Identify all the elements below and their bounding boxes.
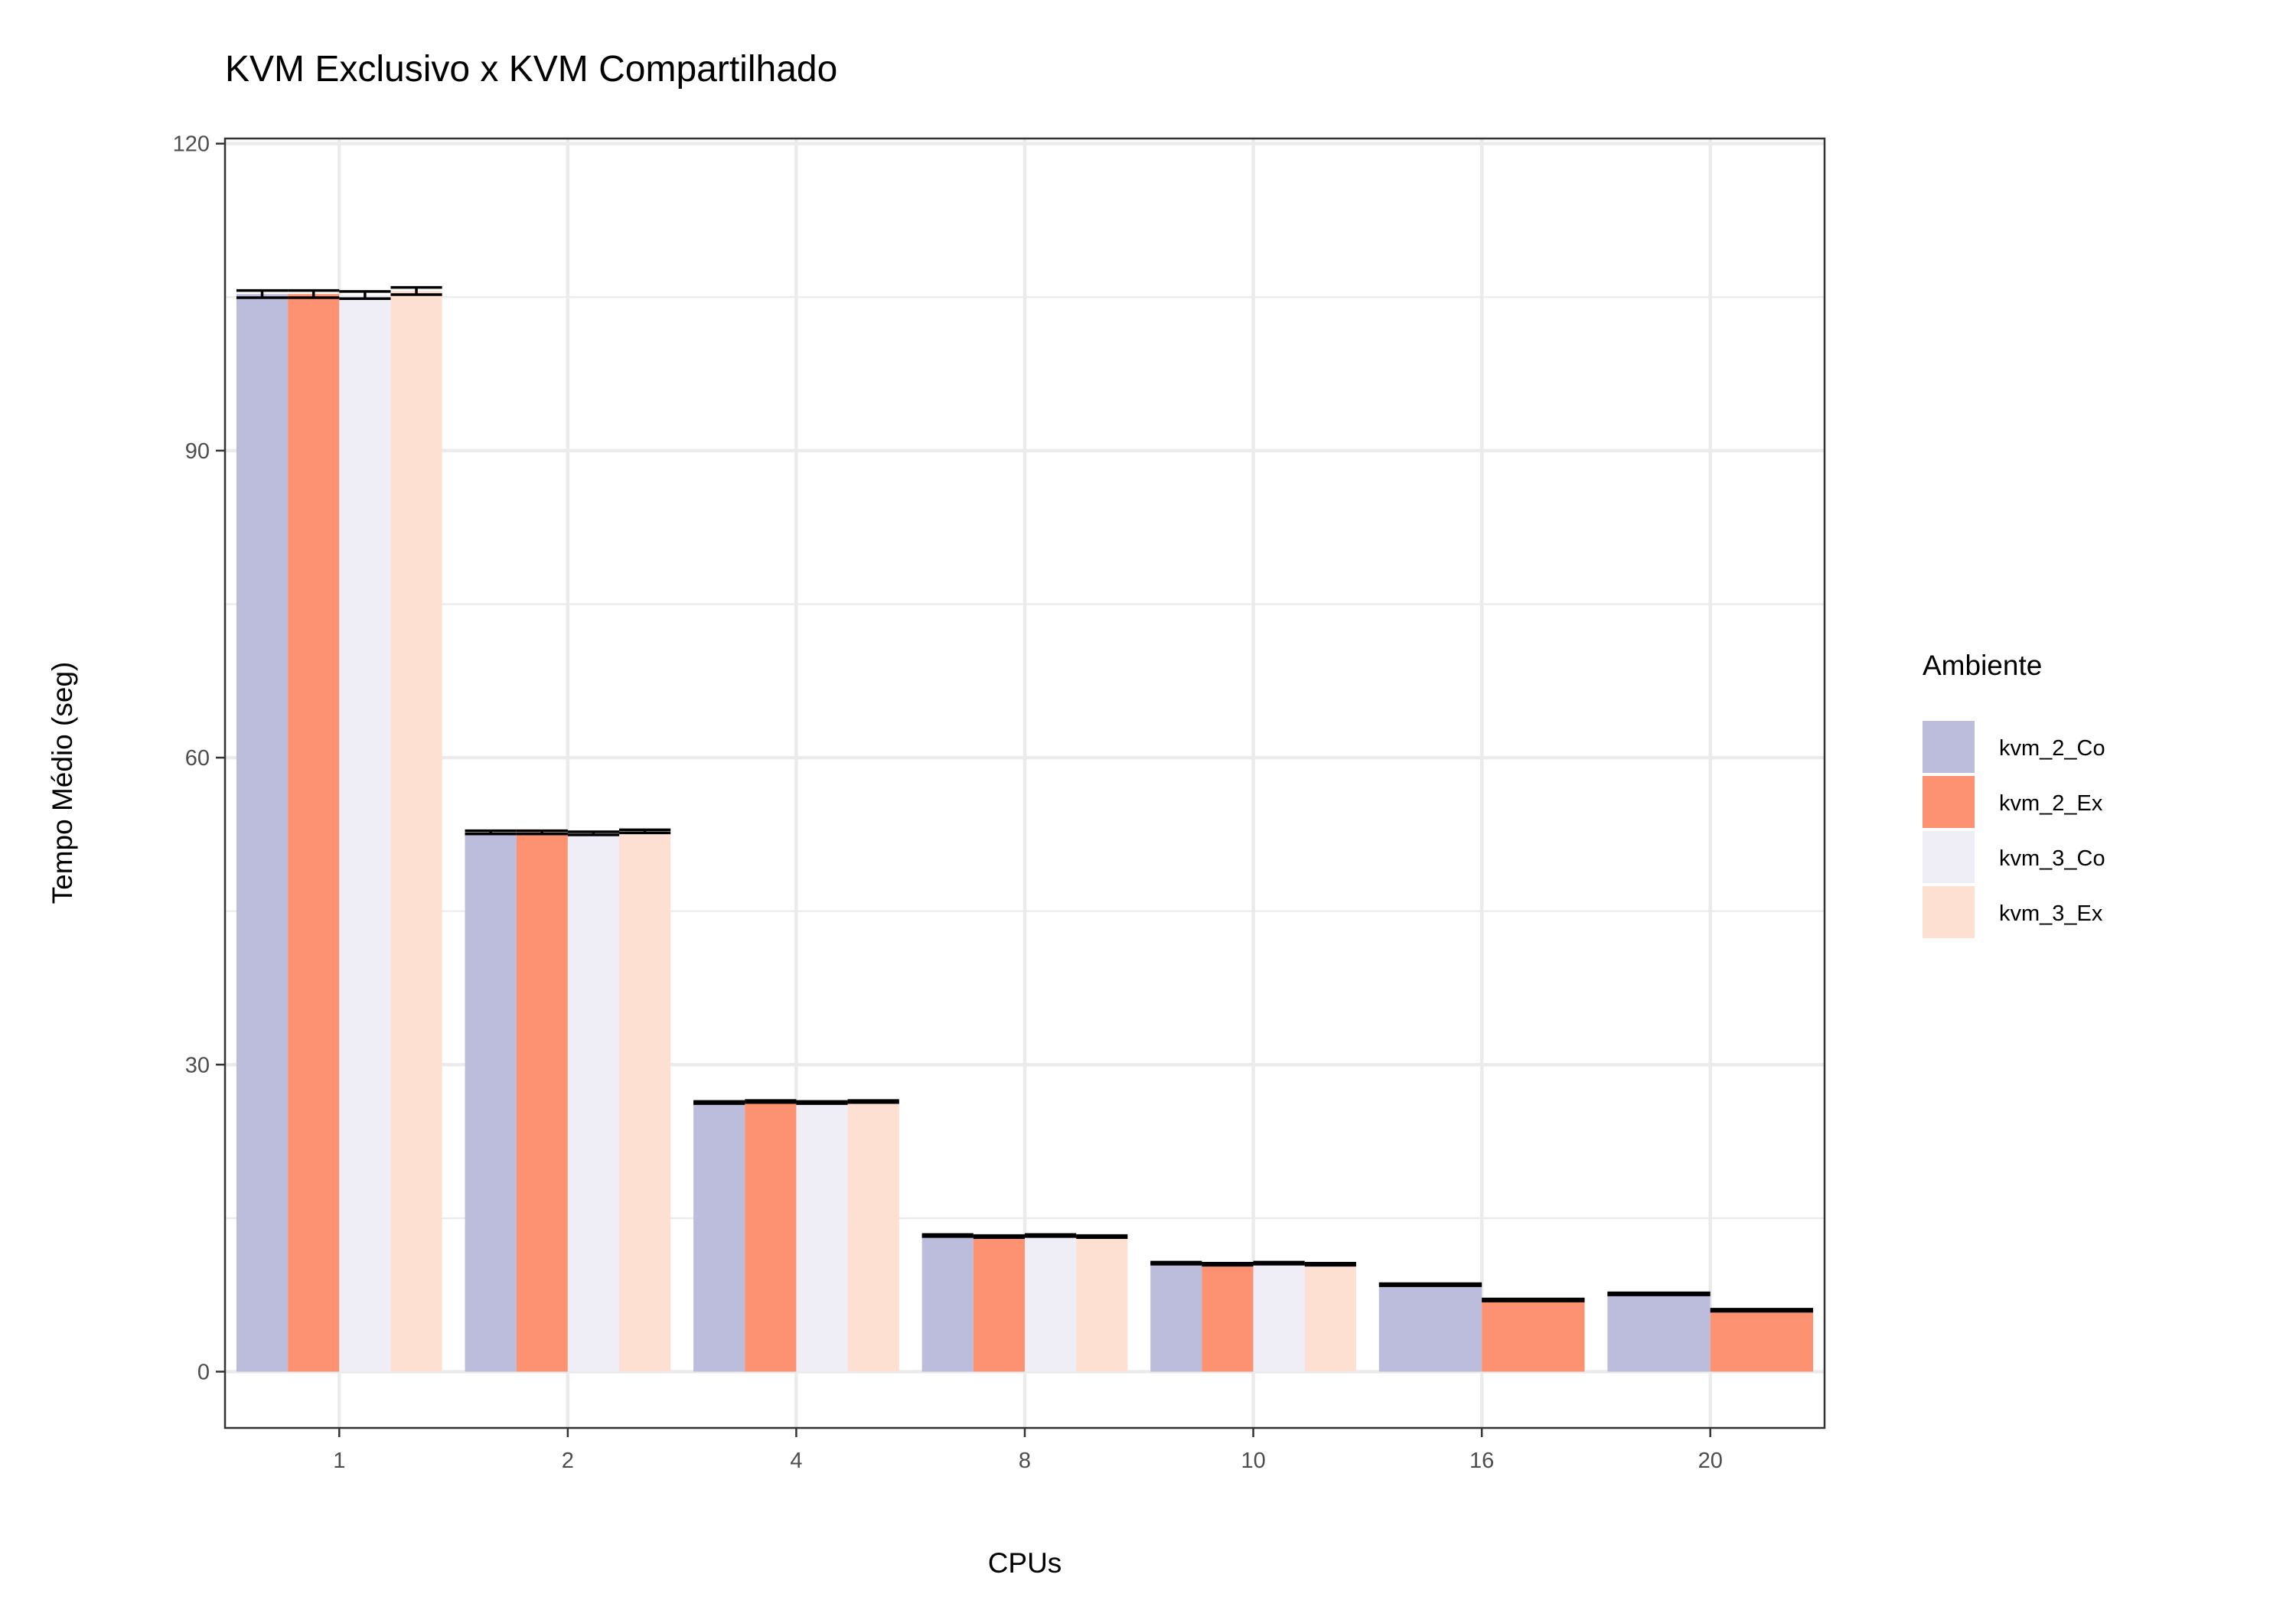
error-bar-kvm_2_Co-20 <box>1607 1291 1711 1296</box>
bar-kvm_3_Co-4 <box>796 1102 848 1372</box>
error-bar-kvm_2_Ex-1 <box>288 288 340 299</box>
y-axis: 0 30 60 90 120 <box>173 132 225 1384</box>
error-bar-kvm_2_Co-2 <box>465 829 517 836</box>
error-bar-kvm_2_Ex-2 <box>516 829 568 836</box>
x-tick-label: 4 <box>790 1449 802 1473</box>
error-bar-kvm_2_Co-1 <box>236 288 289 299</box>
error-bar-kvm_2_Co-16 <box>1378 1282 1482 1287</box>
bar-kvm_3_Co-8 <box>1025 1235 1077 1372</box>
legend-swatch <box>1923 831 1975 883</box>
error-bar-kvm_2_Co-4 <box>693 1100 745 1105</box>
legend-item-kvm_3_Ex: kvm_3_Ex <box>1923 886 2103 938</box>
bar-kvm_2_Co-16 <box>1378 1284 1482 1372</box>
bar-kvm_2_Ex-16 <box>1482 1299 1585 1372</box>
bars <box>236 291 1814 1372</box>
error-bar-kvm_3_Co-2 <box>567 830 620 836</box>
legend-swatch <box>1923 886 1975 938</box>
chart-title: KVM Exclusivo x KVM Compartilhado <box>225 49 837 90</box>
bar-kvm_3_Co-10 <box>1253 1263 1305 1372</box>
bar-kvm_2_Co-8 <box>921 1235 974 1372</box>
bar-kvm_2_Ex-4 <box>745 1101 797 1372</box>
bar-kvm_2_Co-4 <box>693 1102 745 1372</box>
bar-kvm_2_Ex-1 <box>288 294 340 1372</box>
legend-label: kvm_3_Co <box>1999 846 2105 871</box>
x-tick-label: 1 <box>333 1449 345 1473</box>
y-tick-label: 0 <box>197 1360 210 1384</box>
error-bar-kvm_3_Ex-4 <box>847 1099 899 1104</box>
bar-kvm_2_Co-20 <box>1607 1293 1711 1372</box>
error-bar-kvm_2_Ex-8 <box>973 1234 1025 1240</box>
error-bars <box>236 285 1814 1313</box>
bar-kvm_2_Co-2 <box>465 832 517 1372</box>
bar-kvm_2_Co-10 <box>1150 1263 1202 1372</box>
bar-kvm_3_Co-1 <box>339 295 391 1372</box>
error-bar-kvm_3_Ex-8 <box>1076 1234 1128 1240</box>
error-bar-kvm_2_Ex-20 <box>1710 1308 1814 1313</box>
x-tick-label: 2 <box>562 1449 574 1473</box>
legend-swatch <box>1923 776 1975 828</box>
error-bar-kvm_3_Ex-10 <box>1304 1261 1356 1267</box>
legend-item-kvm_2_Ex: kvm_2_Ex <box>1923 776 2103 828</box>
error-bar-kvm_3_Co-10 <box>1253 1260 1305 1266</box>
error-bar-kvm_3_Ex-2 <box>619 828 671 835</box>
bar-kvm_2_Ex-8 <box>973 1236 1025 1372</box>
x-axis-title: CPUs <box>988 1547 1062 1579</box>
bar-kvm_2_Ex-20 <box>1710 1310 1814 1372</box>
y-tick-label: 30 <box>185 1053 210 1077</box>
x-tick-label: 8 <box>1019 1449 1031 1473</box>
legend-label: kvm_2_Co <box>1999 736 2105 761</box>
y-tick-label: 90 <box>185 439 210 464</box>
error-bar-kvm_2_Ex-16 <box>1482 1297 1585 1302</box>
bar-kvm_3_Ex-1 <box>390 291 442 1372</box>
error-bar-kvm_2_Ex-4 <box>745 1099 797 1104</box>
bar-kvm_3_Ex-4 <box>847 1101 899 1372</box>
bar-kvm_2_Co-1 <box>236 294 289 1372</box>
x-tick-label: 16 <box>1469 1449 1494 1473</box>
bar-kvm_2_Ex-2 <box>516 832 568 1372</box>
y-tick-label: 60 <box>185 746 210 771</box>
legend-label: kvm_3_Ex <box>1999 901 2103 926</box>
bar-kvm_3_Ex-8 <box>1076 1236 1128 1372</box>
bar-kvm_2_Ex-10 <box>1202 1264 1254 1372</box>
legend-item-kvm_3_Co: kvm_3_Co <box>1923 831 2105 883</box>
x-tick-label: 20 <box>1698 1449 1723 1473</box>
legend-label: kvm_2_Ex <box>1999 791 2103 816</box>
legend-title: Ambiente <box>1923 650 2042 681</box>
error-bar-kvm_2_Co-10 <box>1150 1260 1202 1266</box>
x-tick-label: 10 <box>1241 1449 1265 1473</box>
bar-kvm_3_Ex-10 <box>1304 1264 1356 1372</box>
y-axis-title: Tempo Médio (seg) <box>47 662 78 905</box>
error-bar-kvm_3_Co-4 <box>796 1100 848 1105</box>
error-bar-kvm_3_Co-1 <box>339 290 391 301</box>
x-axis: 1 2 4 8 10 16 20 <box>333 1428 1723 1473</box>
bar-kvm_3_Co-2 <box>567 833 620 1372</box>
bar-kvm_3_Ex-2 <box>619 831 671 1372</box>
legend: Ambiente kvm_2_Co kvm_2_Ex kvm_3_Co kvm_3_E… <box>1923 650 2105 938</box>
legend-swatch <box>1923 721 1975 773</box>
y-tick-label: 120 <box>173 132 210 157</box>
error-bar-kvm_3_Co-8 <box>1025 1233 1077 1238</box>
legend-item-kvm_2_Co: kvm_2_Co <box>1923 721 2105 773</box>
error-bar-kvm_2_Co-8 <box>921 1233 974 1238</box>
error-bar-kvm_2_Ex-10 <box>1202 1261 1254 1267</box>
error-bar-kvm_3_Ex-1 <box>390 285 442 296</box>
